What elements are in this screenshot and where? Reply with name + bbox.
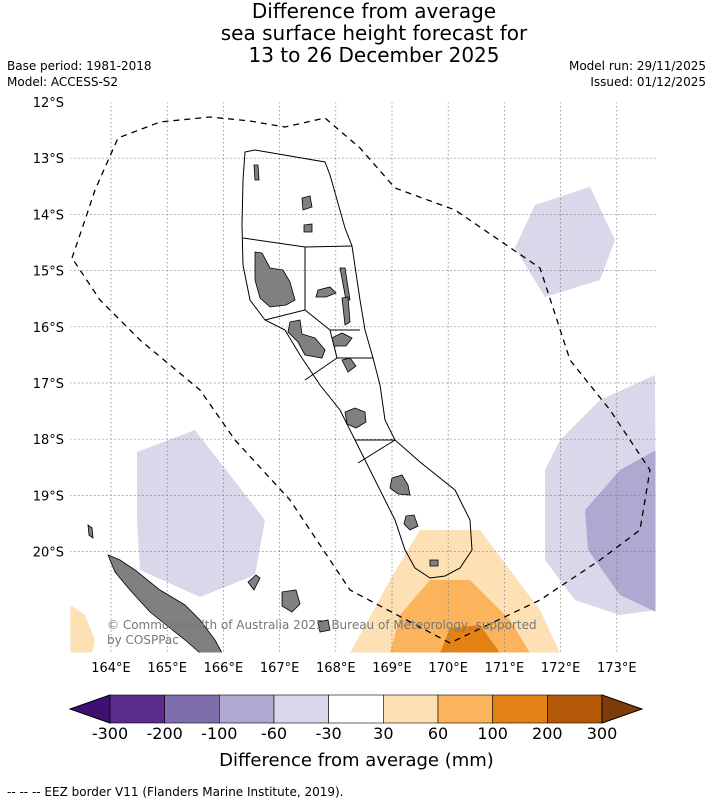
- eez-legend-note: -- -- -- EEZ border V11 (Flanders Marine…: [7, 785, 344, 799]
- colorbar-tick: -60: [260, 724, 288, 743]
- island-torres: [253, 164, 260, 181]
- longitude-label: 164°E: [91, 661, 131, 676]
- colorbar-tick: 200: [532, 724, 563, 743]
- colorbar-segment: [164, 694, 220, 724]
- longitude-label: 165°E: [147, 661, 187, 676]
- island-ambrym: [331, 332, 353, 347]
- colorbar-tick: 300: [586, 724, 618, 743]
- colorbar-tick: -30: [315, 724, 342, 743]
- latitude-label: 19°S: [33, 489, 64, 504]
- colorbar-tick: 30: [373, 724, 394, 743]
- latitude-label: 20°S: [33, 546, 64, 561]
- anomaly-negative-east-top: [515, 187, 615, 297]
- colorbar: [68, 694, 644, 724]
- longitude-label: 167°E: [260, 661, 300, 676]
- island-pentecost: [341, 296, 351, 326]
- latitude-label: 14°S: [33, 208, 64, 223]
- island-ouvea: [247, 574, 261, 591]
- colorbar-tick: -200: [146, 724, 183, 743]
- colorbar-segment: [219, 694, 275, 724]
- island-maewo: [339, 267, 351, 301]
- island-efate: [344, 407, 367, 429]
- colorbar-segment: [328, 694, 384, 724]
- longitude-label: 172°E: [541, 661, 581, 676]
- colorbar-segment: [492, 694, 548, 724]
- island-aneityum: [429, 559, 439, 567]
- longitude-label: 169°E: [372, 661, 412, 676]
- colorbar-segment: [273, 694, 329, 724]
- title-line-3: 13 to 26 December 2025: [248, 43, 500, 67]
- longitude-label: 171°E: [485, 661, 525, 676]
- latitude-label: 15°S: [33, 265, 64, 280]
- latitude-labels: 12°S 13°S 14°S 15°S 16°S 17°S 18°S 19°S 20°S: [33, 96, 64, 561]
- island-malekula: [287, 319, 326, 359]
- meta-right: Model run: 29/11/2025 Issued: 01/12/2025: [569, 58, 706, 90]
- copyright-line-2: by COSPPac: [107, 633, 179, 647]
- meta-left: Base period: 1981-2018 Model: ACCESS-S2: [7, 58, 152, 90]
- longitude-label: 170°E: [428, 661, 468, 676]
- colorbar-max-arrow: [601, 694, 644, 724]
- anomaly-positive-west: [70, 605, 95, 653]
- latitude-label: 12°S: [33, 96, 64, 111]
- copyright-line-1: © Commonwealth of Australia 2025, Bureau…: [107, 618, 537, 632]
- colorbar-tick: 100: [477, 724, 508, 743]
- island-ambae: [315, 286, 337, 298]
- latitude-label: 16°S: [33, 321, 64, 336]
- island-tanna: [403, 514, 419, 531]
- colorbar-tick: 60: [427, 724, 449, 743]
- anomaly-positive-strong: [440, 625, 500, 653]
- island-espiritu-santo: [254, 251, 296, 308]
- island-erromango: [389, 474, 411, 496]
- island-lifou: [281, 589, 301, 613]
- colorbar-segment: [383, 694, 439, 724]
- title-line-1: Difference from average: [251, 0, 497, 23]
- latitude-label: 17°S: [33, 377, 64, 392]
- eez-border: [71, 116, 651, 644]
- colorbar-min-arrow: [68, 694, 111, 724]
- land-masses: [87, 164, 439, 654]
- island-mare: [317, 619, 331, 633]
- colorbar-tick: -100: [201, 724, 238, 743]
- island-belep: [87, 524, 94, 539]
- latitude-label: 13°S: [33, 152, 64, 167]
- longitude-label: 168°E: [316, 661, 356, 676]
- colorbar-segment: [109, 694, 165, 724]
- colorbar-title: Difference from average (mm): [219, 750, 494, 771]
- longitude-label: 166°E: [204, 661, 244, 676]
- colorbar-tick: -300: [91, 724, 129, 743]
- base-period: Base period: 1981-2018: [7, 59, 152, 73]
- anomaly-positive-mid: [390, 580, 530, 653]
- anomaly-negative-east-core: [585, 450, 656, 612]
- longitude-label: 173°E: [597, 661, 637, 676]
- colorbar-segment: [547, 694, 603, 724]
- map-title: Difference from average sea surface heig…: [0, 0, 713, 66]
- plot-frame: [69, 101, 657, 654]
- model-name: Model: ACCESS-S2: [7, 75, 119, 89]
- model-run: Model run: 29/11/2025: [568, 59, 706, 73]
- province-boundaries: [241, 149, 473, 579]
- latitude-label: 18°S: [33, 433, 64, 448]
- colorbar-segment: [437, 694, 493, 724]
- colorbar-tick-labels: -300 -200 -100 -60 -30 30 60 100 200 300: [0, 724, 713, 744]
- graticule: [70, 101, 656, 653]
- island-gaua: [301, 195, 313, 211]
- island-epi: [341, 357, 357, 373]
- title-line-2: sea surface height forecast for: [220, 21, 528, 45]
- anomaly-negative-west: [137, 430, 265, 597]
- longitude-labels: 164°E 165°E 166°E 167°E 168°E 169°E 170°E 171°E…: [91, 661, 636, 676]
- issued-date: Issued: 01/12/2025: [590, 75, 706, 89]
- island-vanua-lava: [303, 223, 313, 233]
